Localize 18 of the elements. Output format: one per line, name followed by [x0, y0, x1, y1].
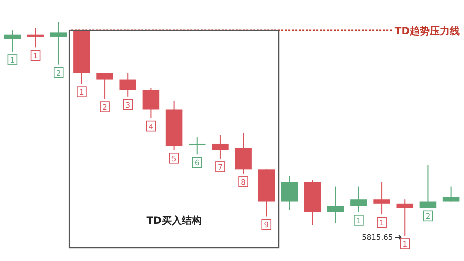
candlestick: [281, 176, 298, 211]
annotation: TD买入结构: [146, 215, 202, 227]
candlestick: [4, 30, 22, 52]
candlestick: [235, 132, 252, 174]
candlestick: [374, 182, 390, 216]
candlestick: [327, 186, 344, 224]
candlestick: [212, 134, 229, 160]
candlestick: [120, 72, 137, 98]
ref-line-label: TD趋势压力线: [394, 26, 460, 38]
candlestick: [142, 88, 160, 119]
candlestick: [350, 186, 368, 213]
candlestick: [50, 22, 68, 66]
candlestick: [420, 164, 437, 209]
candlestick: [396, 199, 414, 236]
candlestick: [442, 186, 460, 202]
candlestick: [96, 72, 114, 100]
candlestick: [188, 137, 206, 156]
candlestick: [27, 28, 44, 48]
